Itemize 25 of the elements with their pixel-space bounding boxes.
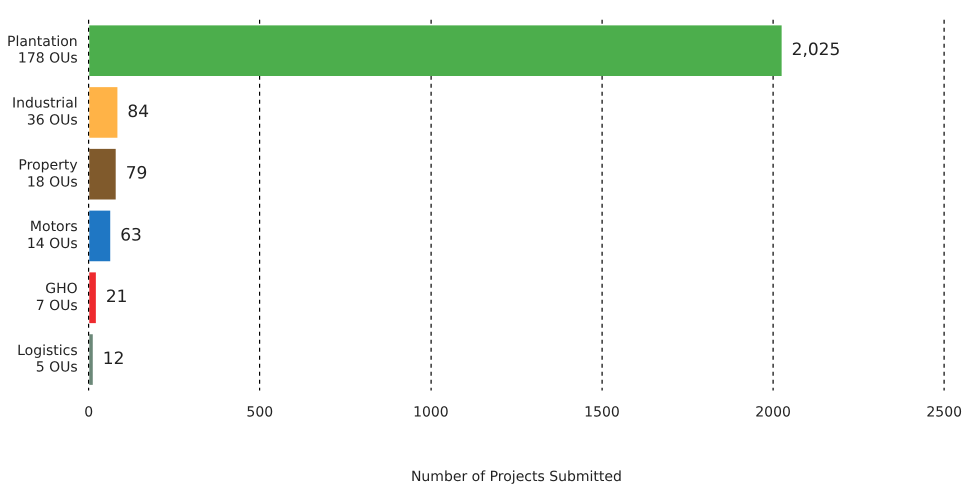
y-tick-label: Plantation 178 OUs xyxy=(7,34,78,67)
y-tick-label: Industrial 36 OUs xyxy=(12,96,78,128)
data-label: 2,025 xyxy=(792,40,840,60)
data-label: 21 xyxy=(106,287,128,308)
data-label: 79 xyxy=(126,164,148,184)
x-tick-label: 1500 xyxy=(584,404,620,420)
x-tick-label: 2500 xyxy=(926,404,962,420)
bar xyxy=(89,272,96,324)
x-tick-label: 2000 xyxy=(755,404,791,420)
y-tick-label: Motors 14 OUs xyxy=(26,219,78,252)
y-tick-label: Property 18 OUs xyxy=(18,157,78,190)
y-tick-label: GHO 7 OUs xyxy=(36,280,78,314)
bar xyxy=(89,148,116,200)
data-label: 63 xyxy=(120,225,142,246)
y-tick-label: Logistics 5 OUs xyxy=(17,342,78,376)
x-tick-label: 1000 xyxy=(413,404,449,420)
data-label: 84 xyxy=(127,102,150,122)
bar xyxy=(89,25,782,76)
bar xyxy=(89,334,93,385)
bar xyxy=(89,210,110,262)
x-tick-label: 500 xyxy=(246,404,274,420)
data-label: 12 xyxy=(102,348,124,369)
x-axis-title: Number of Projects Submitted xyxy=(410,469,622,486)
bar xyxy=(89,87,118,138)
x-tick-label: 0 xyxy=(84,404,94,420)
